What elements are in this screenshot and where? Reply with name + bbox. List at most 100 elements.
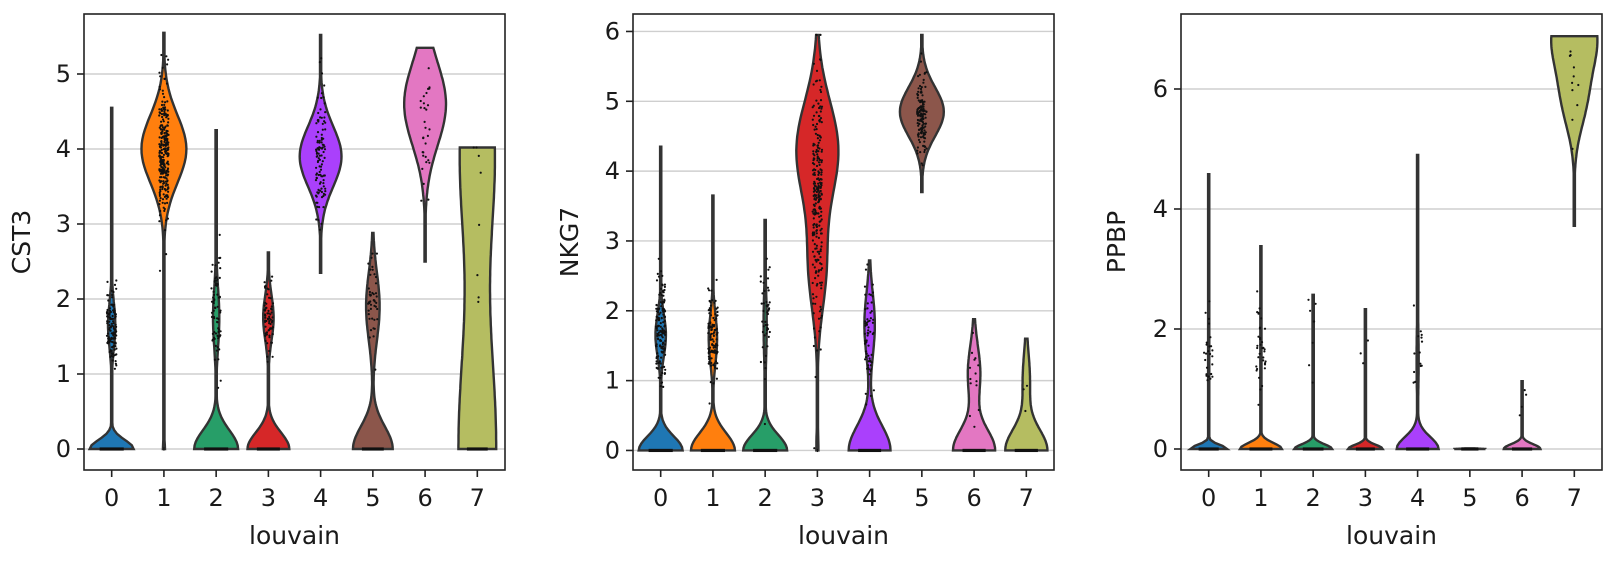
data-point bbox=[867, 344, 870, 347]
data-point bbox=[655, 310, 659, 313]
data-point bbox=[816, 155, 819, 158]
data-point bbox=[1417, 335, 1420, 338]
data-point bbox=[264, 309, 267, 312]
data-point bbox=[162, 108, 165, 111]
data-point bbox=[924, 125, 927, 128]
data-point bbox=[108, 307, 112, 310]
x-tick-label: 2 bbox=[209, 484, 224, 512]
data-point bbox=[113, 283, 117, 286]
data-point bbox=[663, 347, 666, 350]
x-tick-label: 1 bbox=[705, 484, 720, 512]
data-point bbox=[819, 110, 822, 113]
data-point bbox=[712, 346, 715, 349]
data-point bbox=[163, 106, 167, 109]
data-point bbox=[656, 325, 659, 328]
y-axis-label: PPBP bbox=[1102, 211, 1131, 273]
data-point bbox=[164, 149, 167, 152]
data-point bbox=[707, 309, 710, 312]
data-point bbox=[477, 300, 480, 303]
violin-1 bbox=[689, 194, 737, 452]
data-point bbox=[1204, 311, 1207, 314]
data-point bbox=[1263, 367, 1266, 370]
data-point bbox=[372, 335, 375, 338]
data-point bbox=[115, 353, 118, 356]
data-point bbox=[821, 267, 824, 270]
data-point bbox=[114, 313, 117, 316]
data-point bbox=[163, 187, 166, 191]
data-point bbox=[812, 150, 815, 153]
data-point bbox=[817, 200, 821, 203]
x-axis-label: louvain bbox=[798, 521, 889, 550]
data-point bbox=[268, 334, 271, 337]
data-point bbox=[271, 355, 274, 358]
data-point bbox=[428, 128, 431, 131]
data-point bbox=[819, 90, 823, 94]
data-point bbox=[213, 331, 216, 334]
data-point bbox=[216, 283, 219, 286]
data-point bbox=[167, 186, 170, 189]
data-point bbox=[1255, 365, 1258, 368]
data-point bbox=[1309, 309, 1312, 312]
data-point bbox=[708, 348, 711, 352]
y-tick-label: 2 bbox=[605, 297, 620, 325]
data-point bbox=[866, 302, 869, 305]
data-point bbox=[813, 243, 816, 246]
data-point bbox=[163, 110, 166, 113]
data-point bbox=[814, 125, 817, 128]
data-point bbox=[921, 124, 924, 127]
data-point bbox=[815, 190, 819, 194]
data-point bbox=[820, 121, 823, 124]
data-point bbox=[111, 352, 115, 355]
data-point bbox=[921, 121, 925, 124]
data-point bbox=[923, 71, 927, 74]
data-point bbox=[661, 328, 664, 331]
data-point bbox=[815, 235, 818, 238]
data-point bbox=[1312, 320, 1315, 323]
data-point bbox=[316, 191, 319, 194]
data-point bbox=[820, 284, 823, 287]
data-point bbox=[266, 355, 269, 358]
data-point bbox=[318, 182, 322, 185]
data-point bbox=[115, 279, 118, 282]
data-point bbox=[264, 334, 267, 337]
data-point bbox=[210, 270, 213, 273]
data-point bbox=[314, 179, 318, 182]
data-point bbox=[320, 190, 323, 194]
data-point bbox=[658, 313, 661, 316]
data-point bbox=[423, 107, 426, 110]
data-point bbox=[815, 284, 818, 287]
data-point bbox=[165, 174, 168, 177]
data-point bbox=[214, 332, 218, 335]
data-point bbox=[1520, 405, 1523, 408]
data-point bbox=[659, 385, 662, 388]
data-point bbox=[815, 148, 818, 152]
data-point bbox=[318, 158, 321, 161]
data-point bbox=[319, 165, 323, 168]
data-point bbox=[161, 201, 164, 204]
data-point bbox=[864, 268, 868, 271]
data-point bbox=[160, 108, 163, 111]
data-point bbox=[158, 199, 161, 202]
data-point bbox=[1263, 350, 1266, 353]
data-point bbox=[427, 159, 430, 162]
data-point bbox=[158, 71, 161, 74]
data-point bbox=[219, 267, 222, 270]
data-point bbox=[160, 176, 163, 179]
data-point bbox=[476, 274, 479, 277]
data-point bbox=[212, 336, 216, 339]
data-point bbox=[918, 141, 922, 144]
data-point bbox=[1262, 356, 1265, 359]
data-point bbox=[819, 99, 823, 102]
data-point bbox=[367, 262, 370, 265]
data-point bbox=[368, 336, 371, 339]
data-point bbox=[920, 90, 923, 93]
data-point bbox=[764, 320, 767, 323]
data-point bbox=[160, 151, 163, 155]
data-point bbox=[820, 287, 823, 290]
data-point bbox=[165, 115, 168, 118]
data-point bbox=[708, 299, 711, 303]
data-point bbox=[164, 166, 167, 169]
data-point bbox=[478, 223, 481, 226]
data-point bbox=[163, 96, 166, 99]
data-point bbox=[917, 135, 920, 138]
